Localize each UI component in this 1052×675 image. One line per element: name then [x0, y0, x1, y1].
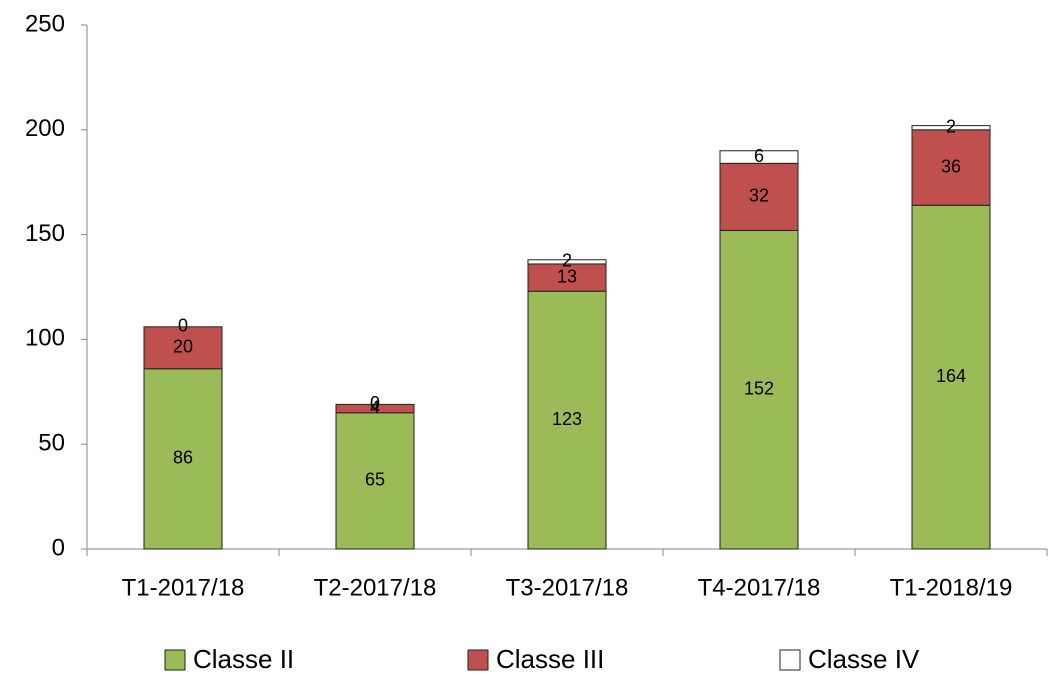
- data-label: 0: [178, 316, 188, 336]
- bar-segment: [911, 129, 991, 206]
- bar-segment: [143, 368, 223, 550]
- data-label: 86: [173, 448, 193, 468]
- data-label: 6: [754, 146, 764, 166]
- x-tick-label: T1-2017/18: [122, 574, 245, 601]
- data-label: 164: [936, 366, 966, 386]
- data-label: 2: [946, 116, 956, 136]
- bar-segment: [527, 290, 607, 550]
- y-tick-label: 250: [25, 10, 65, 37]
- bar-segment: [527, 263, 607, 292]
- data-label: 123: [552, 409, 582, 429]
- bar-segment: [335, 412, 415, 550]
- bar-segment: [911, 125, 991, 131]
- data-label: 152: [744, 378, 774, 398]
- y-tick-label: 200: [25, 115, 65, 142]
- bar-segment: [527, 259, 607, 265]
- x-tick-label: T1-2018/19: [890, 574, 1013, 601]
- bar-segment: [719, 162, 799, 231]
- y-tick-label: 150: [25, 220, 65, 247]
- legend-label: Classe II: [193, 644, 294, 674]
- data-label: 13: [557, 266, 577, 286]
- bar-segment: [719, 150, 799, 164]
- legend-swatch: [164, 649, 186, 671]
- data-label: 0: [370, 393, 380, 413]
- x-tick-label: T4-2017/18: [698, 574, 821, 601]
- x-tick-label: T2-2017/18: [314, 574, 437, 601]
- legend-label: Classe IV: [808, 644, 920, 674]
- legend-swatch: [779, 649, 801, 671]
- data-label: 65: [365, 470, 385, 490]
- data-label: 36: [941, 156, 961, 176]
- data-label: 20: [173, 337, 193, 357]
- y-tick-label: 100: [25, 325, 65, 352]
- legend-label: Classe III: [496, 644, 604, 674]
- x-tick-label: T3-2017/18: [506, 574, 629, 601]
- data-label: 4: [370, 397, 380, 417]
- data-label: 2: [562, 251, 572, 271]
- bar-segment: [335, 403, 415, 414]
- legend-swatch: [467, 649, 489, 671]
- data-label: 32: [749, 186, 769, 206]
- bar-segment: [143, 326, 223, 370]
- y-tick-label: 0: [52, 534, 65, 561]
- y-tick-label: 50: [38, 430, 65, 457]
- bar-segment: [911, 204, 991, 550]
